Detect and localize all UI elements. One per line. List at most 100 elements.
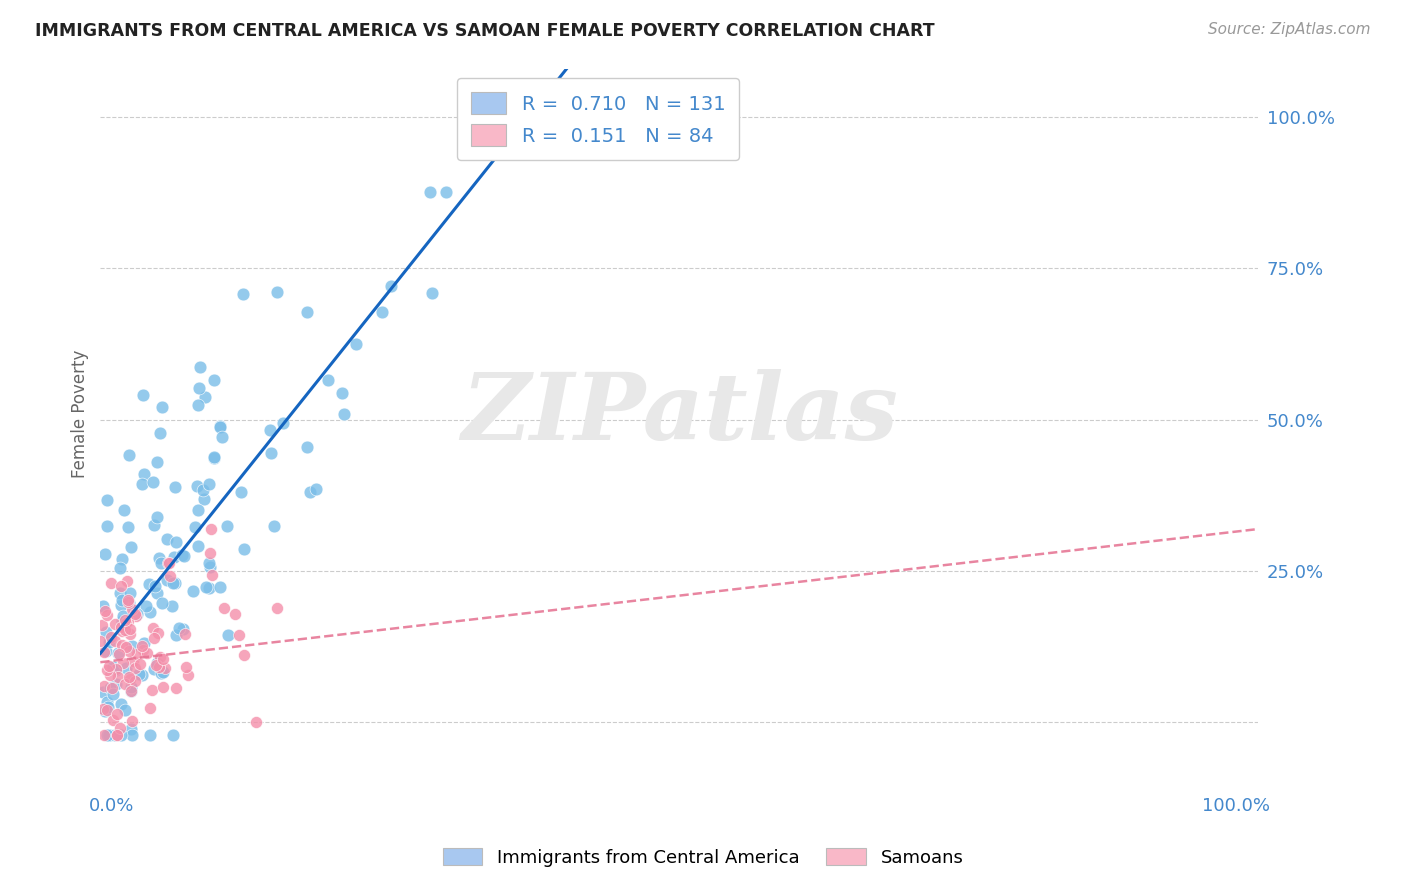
Point xyxy=(94,547,117,561)
Point xyxy=(163,549,186,564)
Point xyxy=(316,373,339,387)
Point xyxy=(125,608,148,623)
Point xyxy=(131,477,153,491)
Point xyxy=(114,615,136,630)
Point xyxy=(100,630,122,644)
Point xyxy=(94,625,117,640)
Point xyxy=(115,640,138,654)
Point xyxy=(149,666,172,681)
Point xyxy=(145,510,167,524)
Point xyxy=(174,660,197,674)
Point xyxy=(305,482,328,496)
Point xyxy=(263,518,285,533)
Point xyxy=(299,485,322,500)
Point xyxy=(333,407,356,421)
Point xyxy=(89,633,111,648)
Point xyxy=(128,657,150,672)
Point xyxy=(245,714,267,729)
Point xyxy=(108,721,131,735)
Point xyxy=(198,546,221,560)
Point xyxy=(149,556,172,570)
Point xyxy=(194,390,217,404)
Point xyxy=(96,492,118,507)
Text: ZIPatlas: ZIPatlas xyxy=(461,368,898,458)
Point xyxy=(146,626,169,640)
Point xyxy=(152,680,174,694)
Point xyxy=(190,359,212,374)
Point xyxy=(98,635,121,649)
Point xyxy=(105,662,128,676)
Point xyxy=(162,599,184,613)
Point xyxy=(148,660,170,674)
Point xyxy=(202,373,225,387)
Point xyxy=(110,598,132,612)
Point xyxy=(163,576,186,591)
Point xyxy=(145,586,167,600)
Point xyxy=(121,728,143,742)
Point xyxy=(104,633,127,648)
Point xyxy=(159,568,181,582)
Point xyxy=(208,580,231,594)
Point xyxy=(167,621,190,635)
Point xyxy=(111,593,134,607)
Point xyxy=(104,728,127,742)
Point xyxy=(107,707,129,722)
Point xyxy=(96,608,118,623)
Point xyxy=(114,623,136,637)
Point xyxy=(187,381,209,395)
Point xyxy=(120,586,142,600)
Point xyxy=(121,654,143,668)
Point xyxy=(159,556,181,570)
Point xyxy=(121,640,143,654)
Point xyxy=(128,667,150,681)
Point xyxy=(98,668,121,682)
Point xyxy=(232,542,254,557)
Point xyxy=(139,605,162,619)
Point xyxy=(134,467,156,481)
Point xyxy=(209,419,232,434)
Point xyxy=(124,673,146,688)
Point xyxy=(96,518,118,533)
Point xyxy=(162,576,184,591)
Legend: R =  0.710   N = 131, R =  0.151   N = 84: R = 0.710 N = 131, R = 0.151 N = 84 xyxy=(457,78,740,160)
Point xyxy=(96,728,118,742)
Point xyxy=(198,476,221,491)
Point xyxy=(149,425,172,440)
Point xyxy=(131,639,153,653)
Point xyxy=(96,703,118,717)
Point xyxy=(118,670,141,684)
Point xyxy=(155,532,177,546)
Point xyxy=(156,573,179,587)
Point xyxy=(172,549,194,563)
Point xyxy=(98,728,121,742)
Point xyxy=(149,649,172,664)
Point xyxy=(111,638,134,652)
Point xyxy=(419,186,441,200)
Point xyxy=(380,279,402,293)
Point xyxy=(177,668,200,682)
Point xyxy=(100,575,122,590)
Point xyxy=(132,635,155,649)
Point xyxy=(138,577,160,591)
Point xyxy=(112,503,135,517)
Point xyxy=(271,417,294,431)
Point xyxy=(117,614,139,628)
Point xyxy=(146,455,169,469)
Point xyxy=(105,728,128,742)
Point xyxy=(114,613,136,627)
Point xyxy=(184,520,207,534)
Point xyxy=(150,400,173,414)
Point xyxy=(96,644,118,658)
Point xyxy=(173,549,195,564)
Point xyxy=(97,658,120,673)
Point xyxy=(420,285,443,300)
Point xyxy=(91,702,114,716)
Point xyxy=(118,627,141,641)
Y-axis label: Female Poverty: Female Poverty xyxy=(72,350,89,478)
Point xyxy=(104,663,127,677)
Point xyxy=(97,728,120,742)
Point xyxy=(229,484,252,499)
Point xyxy=(344,337,367,351)
Point xyxy=(200,522,222,536)
Point xyxy=(93,728,115,742)
